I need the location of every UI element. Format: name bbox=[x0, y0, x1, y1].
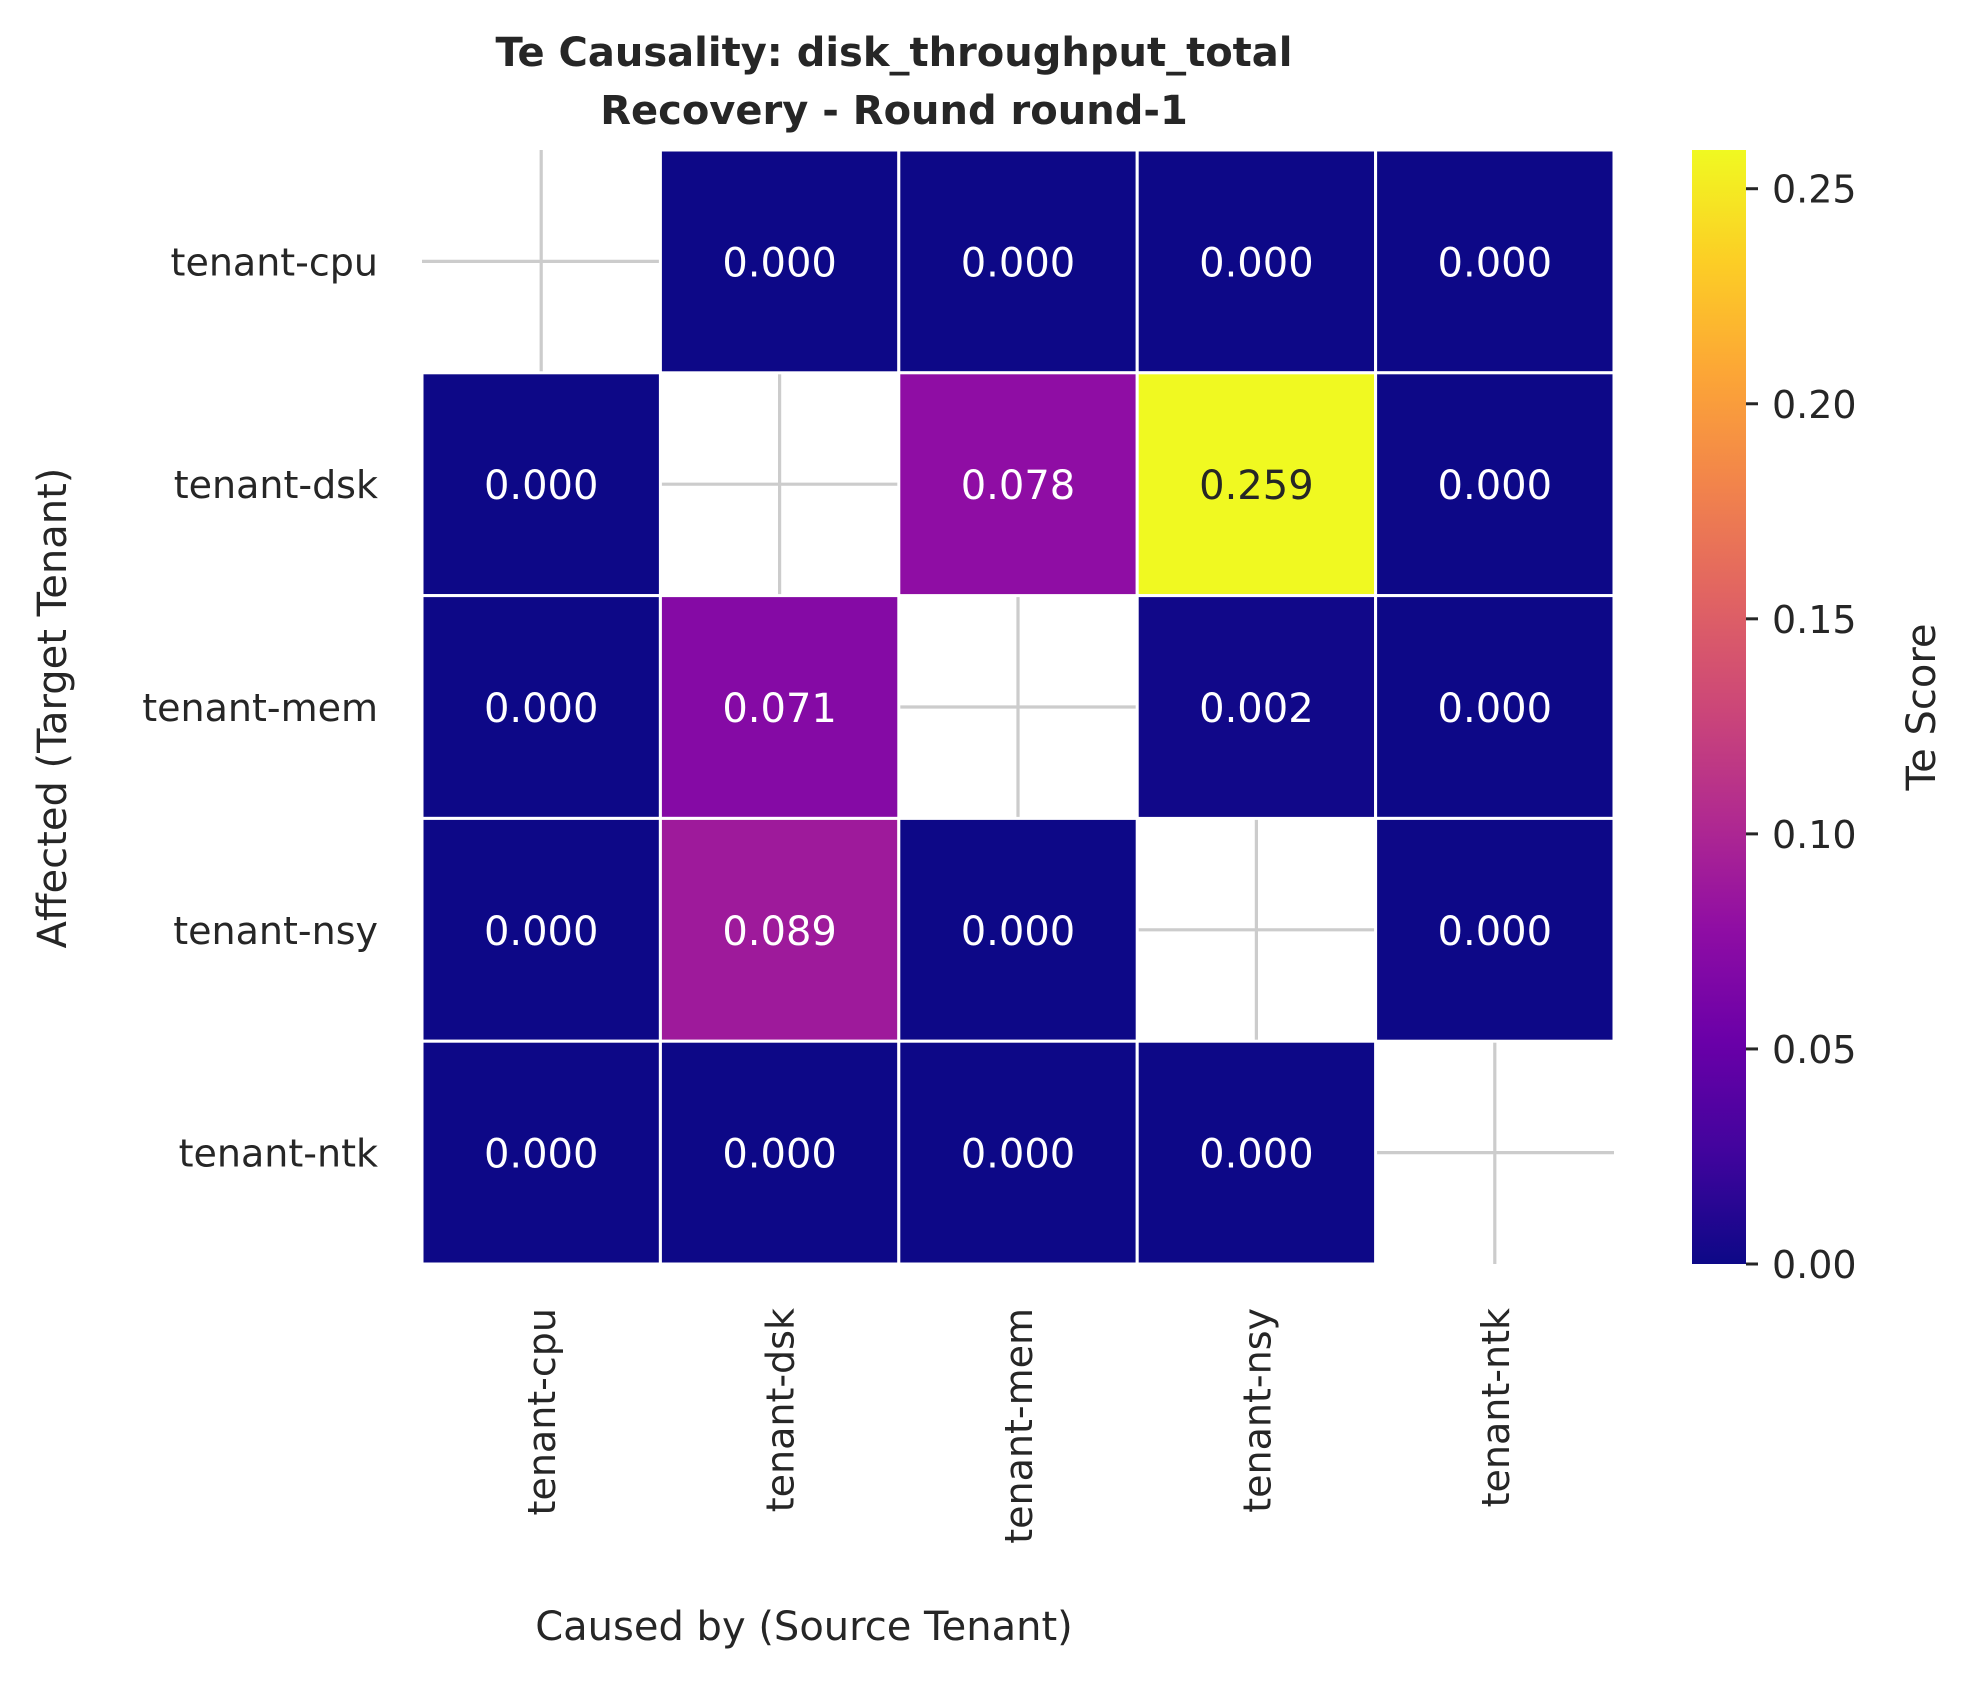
heatmap-cell bbox=[897, 1039, 1139, 1266]
heatmap-cell bbox=[658, 1039, 901, 1266]
heatmap-cell bbox=[658, 816, 901, 1043]
cell-annotation: 0.000 bbox=[1199, 240, 1314, 286]
x-tick-label: tenant-dsk bbox=[759, 1308, 803, 1512]
x-tick-label: tenant-ntk bbox=[1474, 1308, 1518, 1507]
y-axis-label: Affected (Target Tenant) bbox=[30, 468, 76, 949]
cell-annotation: 0.259 bbox=[1199, 463, 1314, 509]
cell-annotation: 0.089 bbox=[722, 909, 837, 955]
heatmap-cell bbox=[1135, 1039, 1378, 1266]
heatmap-cell bbox=[897, 816, 1139, 1043]
colorbar-tick-label: 0.20 bbox=[1772, 383, 1857, 427]
x-tick-label: tenant-mem bbox=[997, 1308, 1041, 1544]
cell-annotation: 0.000 bbox=[484, 909, 599, 955]
colorbar-tick-label: 0.05 bbox=[1772, 1028, 1857, 1072]
cell-annotations: 0.000 0.000 0.000 0.000 0.000 0.078 0.259 0.000… bbox=[484, 240, 1552, 1177]
cell-annotation: 0.000 bbox=[484, 686, 599, 732]
cell-annotation: 0.078 bbox=[961, 463, 1076, 509]
heatmap-cell bbox=[1135, 371, 1378, 598]
x-axis-label: Caused by (Source Tenant) bbox=[535, 1604, 1073, 1650]
heatmap-cell bbox=[1374, 816, 1616, 1043]
heatmap-cell bbox=[420, 816, 662, 1043]
cell-annotation: 0.000 bbox=[484, 463, 599, 509]
heatmap-cell bbox=[420, 594, 662, 820]
cell-annotation: 0.000 bbox=[1438, 463, 1553, 509]
cell-annotation: 0.000 bbox=[1438, 909, 1553, 955]
y-tick-labels: tenant-cpu tenant-dsk tenant-mem tenant-nsy… bbox=[142, 240, 378, 1175]
chart-title: Te Causality: disk_throughput_total bbox=[496, 30, 1293, 76]
chart-subtitle: Recovery - Round round-1 bbox=[600, 88, 1188, 134]
heatmap-cell bbox=[658, 594, 901, 820]
cell-annotation: 0.000 bbox=[1438, 240, 1553, 286]
heatmap-cell bbox=[1135, 594, 1378, 820]
x-tick-label: tenant-nsy bbox=[1235, 1308, 1279, 1513]
y-tick-label: tenant-ntk bbox=[179, 1132, 378, 1176]
colorbar-tick-label: 0.00 bbox=[1772, 1243, 1857, 1287]
heatmap-cell bbox=[420, 1039, 662, 1266]
cell-annotation: 0.000 bbox=[1438, 686, 1553, 732]
cell-annotation: 0.002 bbox=[1199, 686, 1314, 732]
heatmap-cells bbox=[420, 148, 1616, 1266]
cell-annotation: 0.000 bbox=[484, 1132, 599, 1178]
heatmap-cell bbox=[1374, 148, 1616, 375]
colorbar-tick-label: 0.10 bbox=[1772, 813, 1857, 857]
x-tick-labels: tenant-cpu tenant-dsk tenant-mem tenant-nsy… bbox=[520, 1308, 1518, 1544]
colorbar-label: Te Score bbox=[1899, 624, 1945, 792]
y-tick-label: tenant-mem bbox=[142, 686, 378, 730]
cell-annotation: 0.071 bbox=[722, 686, 837, 732]
heatmap-cell bbox=[897, 371, 1139, 598]
x-tick-label: tenant-cpu bbox=[520, 1308, 564, 1515]
heatmap-cell bbox=[1374, 594, 1616, 820]
cell-annotation: 0.000 bbox=[961, 1132, 1076, 1178]
colorbar-gradient bbox=[1692, 150, 1746, 1264]
heatmap-cell bbox=[1374, 371, 1616, 598]
y-tick-label: tenant-dsk bbox=[174, 463, 378, 507]
colorbar: 0.00 0.05 0.10 0.15 0.20 0.25 bbox=[1692, 150, 1857, 1287]
colorbar-tick-label: 0.25 bbox=[1772, 168, 1857, 212]
colorbar-tick-label: 0.15 bbox=[1772, 598, 1857, 642]
y-tick-label: tenant-nsy bbox=[173, 909, 378, 953]
cell-annotation: 0.000 bbox=[1199, 1132, 1314, 1178]
cell-annotation: 0.000 bbox=[961, 240, 1076, 286]
cell-annotation: 0.000 bbox=[961, 909, 1076, 955]
heatmap-cell bbox=[420, 371, 662, 598]
cell-annotation: 0.000 bbox=[722, 240, 837, 286]
cell-annotation: 0.000 bbox=[722, 1132, 837, 1178]
y-tick-label: tenant-cpu bbox=[171, 240, 378, 284]
heatmap-cell bbox=[897, 148, 1139, 375]
